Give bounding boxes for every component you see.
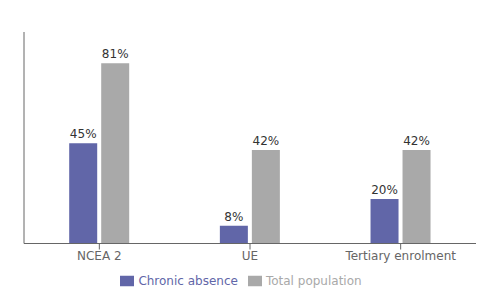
html-text:Chronic absence: Chronic absence: [138, 273, 238, 288]
svg-text:42%: 42%: [403, 134, 430, 148]
svg-text:45%: 45%: [70, 127, 97, 141]
svg-text:UE: UE: [242, 249, 258, 263]
svg-text:8%: 8%: [224, 210, 243, 224]
svg-text:NCEA 2: NCEA 2: [77, 249, 122, 263]
svg-text:Tertiary enrolment: Tertiary enrolment: [344, 249, 456, 263]
html-text:Total population: Total population: [265, 273, 362, 288]
svg-text:42%: 42%: [253, 134, 280, 148]
svg-text:81%: 81%: [102, 47, 129, 61]
svg-text:20%: 20%: [371, 183, 398, 197]
